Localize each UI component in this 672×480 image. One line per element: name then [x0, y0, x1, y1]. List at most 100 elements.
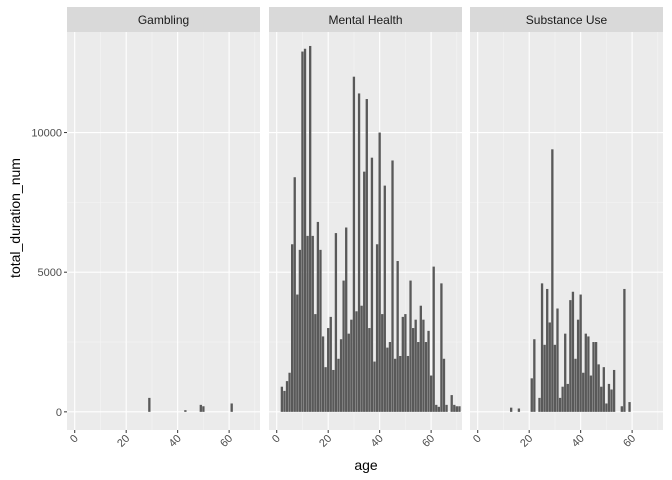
bar	[381, 314, 384, 412]
facet-label: Gambling	[138, 13, 189, 27]
x-tick-label: 0	[270, 433, 283, 446]
bar	[202, 406, 205, 412]
y-tick-label: 10000	[31, 128, 62, 140]
bar	[564, 333, 567, 412]
bar	[199, 404, 202, 412]
bar	[424, 342, 428, 412]
x-tick-label: 0	[68, 433, 81, 446]
facet-panel: Mental Health	[269, 7, 462, 430]
bar	[551, 149, 554, 412]
bar	[342, 280, 345, 412]
facet-panel: Substance Use	[470, 7, 663, 430]
bar	[334, 233, 338, 412]
bar	[368, 328, 371, 412]
bar	[396, 261, 399, 412]
bar	[548, 322, 551, 412]
bar	[607, 383, 611, 412]
x-tick-label: 20	[317, 433, 334, 450]
x-tick-label: 60	[420, 433, 437, 450]
x-tick-label: 60	[621, 433, 638, 450]
bar	[365, 99, 368, 412]
bar	[329, 316, 332, 412]
bar	[370, 157, 374, 412]
bar	[388, 342, 392, 412]
bar	[558, 397, 562, 412]
bar	[445, 404, 448, 412]
y-axis-title: total_duration_num	[7, 158, 23, 278]
bar	[350, 319, 353, 412]
bar	[355, 311, 358, 412]
x-tick-label: 20	[518, 433, 535, 450]
x-tick-label: 20	[115, 433, 132, 450]
bar	[417, 342, 420, 412]
bar	[546, 288, 549, 412]
bar	[435, 404, 438, 412]
bar	[605, 403, 608, 412]
bar	[437, 406, 440, 412]
facet-panels: Gambling Mental Health Substance Use	[67, 7, 663, 430]
bar	[293, 177, 296, 412]
bar	[427, 330, 430, 412]
bar	[620, 406, 623, 412]
bar	[517, 408, 521, 412]
facet-strip	[470, 7, 663, 32]
bar	[597, 364, 600, 412]
bar	[184, 410, 187, 412]
bar	[579, 294, 582, 412]
bar	[569, 300, 572, 412]
panel-background	[269, 32, 462, 430]
panel-background	[67, 32, 260, 430]
bar	[538, 397, 541, 412]
bar	[610, 389, 613, 412]
bar	[543, 344, 546, 412]
bar	[571, 291, 575, 412]
bar	[576, 319, 580, 412]
bar	[600, 386, 603, 412]
bar	[363, 171, 366, 412]
bar	[510, 407, 513, 412]
bar	[360, 305, 363, 412]
bar	[316, 221, 320, 412]
y-axis: 0 5000 10000	[31, 128, 67, 419]
bar	[556, 308, 559, 412]
x-tick-label: 40	[167, 433, 184, 450]
bar	[589, 375, 593, 412]
bar	[321, 336, 325, 412]
facet-panel: Gambling	[67, 7, 260, 430]
bar	[432, 266, 435, 412]
bar	[314, 314, 317, 412]
bar	[291, 244, 294, 412]
bar	[458, 406, 461, 412]
bar	[345, 227, 348, 412]
bar	[414, 319, 417, 412]
bar	[584, 333, 587, 412]
bar	[303, 48, 307, 412]
x-axis-title: age	[354, 457, 378, 473]
bar	[442, 358, 446, 412]
bar	[574, 358, 577, 412]
facet-label: Mental Health	[328, 13, 402, 27]
bar	[406, 355, 410, 412]
bar	[375, 244, 379, 412]
bar	[440, 283, 443, 412]
bar	[352, 76, 356, 412]
bar	[288, 372, 291, 412]
x-tick-label: 0	[471, 433, 484, 446]
bar	[530, 378, 533, 412]
bar	[301, 51, 304, 412]
bar	[587, 336, 590, 412]
bar	[561, 386, 564, 412]
bar	[404, 314, 407, 412]
bar	[306, 235, 309, 412]
bar	[280, 386, 284, 412]
bar	[391, 160, 394, 412]
bar	[419, 305, 422, 412]
bar	[602, 367, 605, 412]
bar	[230, 403, 233, 412]
bar	[319, 249, 322, 412]
facet-label: Substance Use	[526, 13, 608, 27]
bar	[347, 333, 350, 412]
bar	[612, 369, 616, 412]
bar	[409, 280, 412, 412]
